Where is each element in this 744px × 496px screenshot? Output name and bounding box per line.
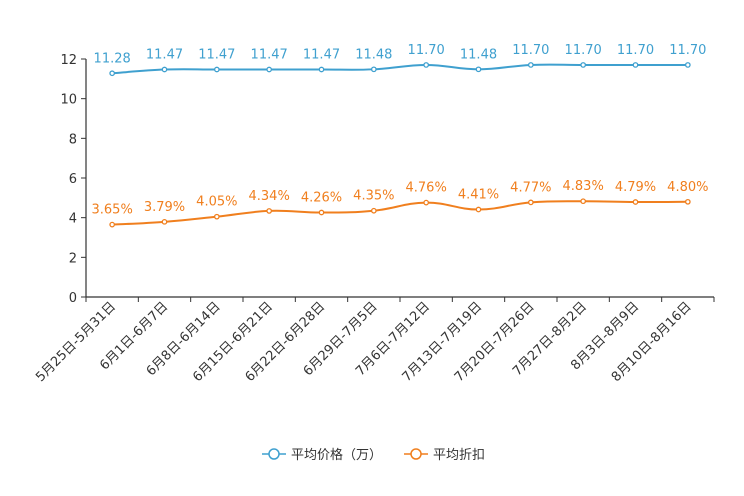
- data-point[interactable]: [632, 62, 639, 68]
- data-label: 11.70: [408, 43, 445, 58]
- y-tick-label: 0: [69, 291, 77, 306]
- legend-marker-icon: [268, 448, 280, 460]
- data-point[interactable]: [684, 62, 691, 68]
- data-point[interactable]: [580, 198, 587, 205]
- data-point[interactable]: [109, 70, 116, 77]
- data-label: 11.48: [355, 47, 392, 62]
- legend-marker-icon: [410, 448, 422, 460]
- data-point[interactable]: [475, 206, 482, 213]
- data-point[interactable]: [527, 199, 534, 206]
- data-point[interactable]: [318, 209, 325, 216]
- data-label: 11.70: [565, 43, 602, 58]
- legend-label: 平均价格（万）: [291, 447, 382, 463]
- data-point[interactable]: [213, 66, 220, 73]
- data-point[interactable]: [266, 66, 273, 73]
- data-label: 11.28: [94, 51, 131, 66]
- y-tick-label: 4: [69, 212, 77, 227]
- y-tick-label: 10: [60, 93, 77, 108]
- data-point[interactable]: [632, 199, 639, 205]
- legend-item-0[interactable]: 平均价格（万）: [262, 447, 382, 463]
- data-label: 4.34%: [249, 189, 290, 204]
- data-label: 3.79%: [144, 200, 185, 215]
- data-label: 4.05%: [196, 195, 237, 210]
- data-label: 4.77%: [510, 180, 551, 195]
- data-label: 4.80%: [667, 180, 708, 195]
- series-0: 11.28 11.47 11.47 11.47 11.47 11.48 11.70 11.48…: [94, 43, 706, 77]
- data-point[interactable]: [423, 199, 430, 206]
- series-1: 3.65% 3.79% 4.05% 4.34% 4.26% 4.35% 4.76% 4.41%…: [92, 179, 708, 228]
- data-point[interactable]: [370, 66, 377, 73]
- axes: 0246810125月25日-5月31日6月1日-6月7日6月8日-6月14日6…: [33, 53, 715, 385]
- data-point[interactable]: [423, 62, 430, 68]
- data-point[interactable]: [684, 198, 691, 205]
- data-label: 4.79%: [615, 180, 656, 195]
- y-tick-label: 12: [60, 53, 77, 68]
- y-tick-label: 8: [69, 132, 77, 147]
- data-point[interactable]: [109, 221, 116, 228]
- data-label: 4.26%: [301, 191, 342, 206]
- legend-label: 平均折扣: [433, 448, 485, 463]
- data-label: 4.35%: [353, 189, 394, 204]
- data-label: 11.47: [198, 48, 235, 63]
- series-line: [112, 200, 688, 226]
- y-tick-label: 2: [69, 251, 77, 266]
- data-point[interactable]: [370, 207, 377, 214]
- data-label: 11.70: [512, 43, 549, 58]
- series-line: [112, 63, 688, 75]
- data-label: 11.70: [617, 43, 654, 58]
- data-point[interactable]: [580, 62, 587, 68]
- y-tick-label: 6: [69, 172, 77, 187]
- data-label: 11.47: [251, 48, 288, 63]
- data-point[interactable]: [161, 66, 168, 73]
- data-label: 4.83%: [563, 179, 604, 194]
- data-point[interactable]: [161, 218, 168, 225]
- legend: 平均价格（万） 平均折扣: [262, 447, 485, 463]
- data-label: 11.47: [146, 48, 183, 63]
- data-label: 11.47: [303, 48, 340, 63]
- data-label: 4.41%: [458, 188, 499, 203]
- data-point[interactable]: [266, 208, 273, 214]
- data-label: 11.70: [669, 43, 706, 58]
- data-label: 11.48: [460, 47, 497, 62]
- legend-item-1[interactable]: 平均折扣: [404, 448, 485, 463]
- data-point[interactable]: [527, 62, 534, 68]
- data-point[interactable]: [475, 66, 482, 73]
- data-label: 3.65%: [92, 203, 133, 218]
- series-layer: 11.28 11.47 11.47 11.47 11.47 11.48 11.70 11.48…: [92, 43, 708, 228]
- data-point[interactable]: [213, 213, 220, 220]
- data-label: 4.76%: [406, 181, 447, 196]
- data-point[interactable]: [318, 66, 325, 73]
